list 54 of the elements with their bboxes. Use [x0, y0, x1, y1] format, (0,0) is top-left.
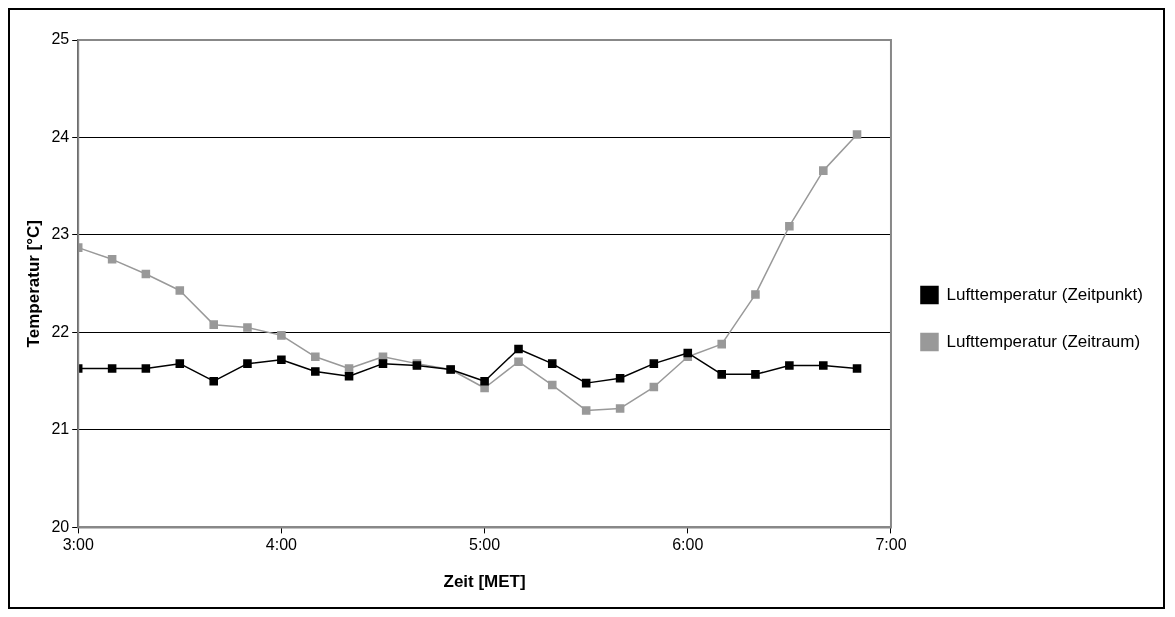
point [785, 361, 794, 370]
point [209, 376, 219, 386]
x-axis-title: Zeit [MET] [443, 572, 526, 592]
point [649, 359, 659, 368]
point [819, 166, 828, 175]
point [514, 344, 523, 354]
point [243, 359, 252, 368]
y-axis-title: Temperatur [°C] [23, 220, 43, 348]
y-tick-label: 23 [51, 225, 70, 243]
x-tick-label: 6:00 [672, 536, 704, 554]
point [107, 255, 117, 264]
point [751, 290, 760, 299]
point [175, 286, 185, 295]
point [209, 320, 219, 329]
point [547, 380, 557, 390]
point [819, 361, 828, 370]
point [311, 352, 320, 362]
point [141, 364, 151, 373]
x-tick-label: 3:00 [62, 536, 94, 554]
point [615, 404, 625, 413]
legend-label: Lufttemperatur (Zeitraum) [946, 331, 1141, 351]
point [581, 406, 591, 415]
y-tick-label: 25 [51, 30, 70, 48]
point [175, 359, 185, 368]
point [615, 373, 625, 383]
y-tick-label: 21 [51, 420, 70, 438]
x-tick-label: 5:00 [469, 536, 501, 554]
point [141, 269, 151, 279]
legend-label: Lufttemperatur (Zeitpunkt) [946, 284, 1143, 304]
x-tick-label: 7:00 [875, 536, 907, 554]
point [717, 370, 726, 379]
point [243, 323, 252, 332]
y-tick-label: 24 [51, 127, 70, 145]
point [107, 364, 117, 373]
point [514, 357, 523, 366]
point [277, 331, 286, 340]
point [344, 372, 354, 381]
point [717, 339, 726, 349]
x-tick-label: 4:00 [265, 536, 298, 554]
point [311, 367, 320, 376]
point [785, 221, 794, 231]
point [378, 359, 388, 368]
y-tick-label: 20 [51, 517, 70, 535]
point [344, 364, 354, 373]
point [547, 359, 557, 368]
point [751, 370, 760, 379]
y-tick-label: 22 [51, 322, 70, 340]
point [852, 364, 862, 373]
point [649, 382, 659, 392]
point [480, 376, 489, 386]
point [683, 348, 693, 358]
point [277, 355, 286, 365]
point [581, 378, 591, 388]
point [852, 130, 862, 139]
